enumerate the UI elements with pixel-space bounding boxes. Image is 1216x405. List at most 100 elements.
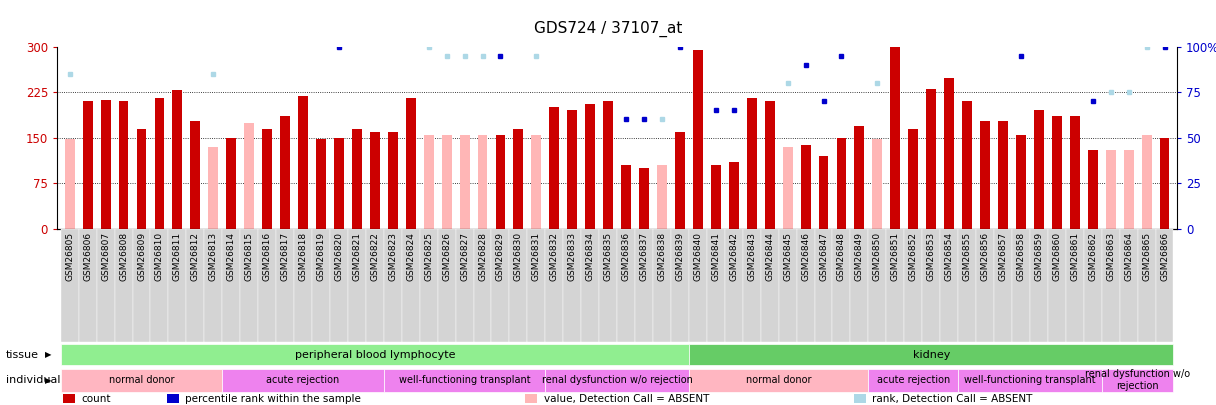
Bar: [872, 139, 883, 229]
Bar: [1155, 229, 1173, 342]
Bar: [1012, 229, 1030, 342]
Bar: [351, 129, 362, 229]
Text: GSM26849: GSM26849: [855, 232, 863, 281]
Bar: [61, 369, 223, 392]
Bar: [401, 229, 420, 342]
Bar: [313, 229, 330, 342]
Text: GSM26837: GSM26837: [640, 232, 648, 281]
Text: GSM26815: GSM26815: [244, 232, 254, 281]
Text: GSM26863: GSM26863: [1107, 232, 1115, 281]
Text: GSM26835: GSM26835: [603, 232, 613, 281]
Text: GSM26866: GSM26866: [1160, 232, 1169, 281]
Text: GSM26812: GSM26812: [191, 232, 199, 281]
Text: GSM26819: GSM26819: [316, 232, 326, 281]
Bar: [154, 98, 164, 229]
Bar: [173, 90, 182, 229]
Text: GSM26818: GSM26818: [299, 232, 308, 281]
Text: percentile rank within the sample: percentile rank within the sample: [185, 394, 361, 403]
Bar: [850, 229, 868, 342]
Text: GSM26841: GSM26841: [711, 232, 720, 281]
Text: peripheral blood lymphocyte: peripheral blood lymphocyte: [294, 350, 455, 360]
Text: GDS724 / 37107_at: GDS724 / 37107_at: [534, 20, 682, 36]
Bar: [783, 147, 793, 229]
Bar: [958, 229, 976, 342]
Bar: [980, 121, 990, 229]
Bar: [998, 121, 1008, 229]
Bar: [226, 138, 236, 229]
Bar: [456, 229, 473, 342]
Bar: [186, 229, 204, 342]
Bar: [384, 229, 401, 342]
Bar: [905, 229, 922, 342]
Text: GSM26857: GSM26857: [998, 232, 1008, 281]
Text: GSM26830: GSM26830: [514, 232, 523, 281]
Text: GSM26854: GSM26854: [945, 232, 953, 281]
Text: GSM26823: GSM26823: [388, 232, 398, 281]
Bar: [1052, 117, 1062, 229]
Text: GSM26817: GSM26817: [281, 232, 289, 281]
Bar: [671, 229, 689, 342]
Bar: [1083, 229, 1102, 342]
Bar: [675, 132, 685, 229]
Bar: [423, 134, 434, 229]
Bar: [761, 229, 778, 342]
Bar: [1142, 134, 1152, 229]
Bar: [563, 229, 581, 342]
Bar: [316, 139, 326, 229]
Text: GSM26834: GSM26834: [586, 232, 595, 281]
Bar: [348, 229, 366, 342]
Text: GSM26844: GSM26844: [765, 232, 775, 281]
Bar: [1034, 110, 1043, 229]
Bar: [617, 229, 635, 342]
Text: GSM26829: GSM26829: [496, 232, 505, 281]
Text: GSM26826: GSM26826: [443, 232, 451, 281]
Bar: [513, 129, 523, 229]
Text: renal dysfunction w/o rejection: renal dysfunction w/o rejection: [541, 375, 693, 385]
Text: ▶: ▶: [45, 376, 52, 385]
Bar: [944, 78, 955, 229]
Bar: [725, 229, 743, 342]
Text: GSM26847: GSM26847: [820, 232, 828, 281]
Bar: [191, 121, 201, 229]
Text: GSM26842: GSM26842: [730, 232, 738, 281]
Bar: [868, 229, 886, 342]
Bar: [406, 98, 416, 229]
Bar: [528, 229, 545, 342]
Bar: [491, 229, 510, 342]
Bar: [1102, 229, 1120, 342]
Bar: [635, 229, 653, 342]
Text: GSM26850: GSM26850: [873, 232, 882, 281]
Text: GSM26808: GSM26808: [119, 232, 128, 281]
Bar: [1065, 229, 1083, 342]
Text: renal dysfunction w/o
rejection: renal dysfunction w/o rejection: [1085, 369, 1190, 391]
Bar: [83, 101, 92, 229]
Bar: [244, 122, 254, 229]
Bar: [223, 369, 384, 392]
Bar: [796, 229, 815, 342]
Text: GSM26807: GSM26807: [101, 232, 111, 281]
Bar: [263, 129, 272, 229]
Bar: [510, 229, 528, 342]
Text: tissue: tissue: [6, 350, 39, 360]
Bar: [581, 229, 599, 342]
Bar: [1102, 369, 1173, 392]
Text: GSM26836: GSM26836: [621, 232, 631, 281]
Bar: [545, 229, 563, 342]
Bar: [119, 101, 129, 229]
Text: GSM26813: GSM26813: [209, 232, 218, 281]
Bar: [868, 369, 958, 392]
Bar: [294, 229, 313, 342]
Bar: [478, 134, 488, 229]
Text: acute rejection: acute rejection: [877, 375, 950, 385]
Bar: [743, 229, 761, 342]
Text: GSM26860: GSM26860: [1052, 232, 1062, 281]
Bar: [958, 369, 1102, 392]
Bar: [1120, 229, 1138, 342]
Bar: [940, 229, 958, 342]
Bar: [208, 147, 218, 229]
Bar: [855, 126, 865, 229]
Bar: [61, 344, 689, 365]
Text: GSM26862: GSM26862: [1088, 232, 1097, 281]
Text: GSM26810: GSM26810: [154, 232, 164, 281]
Bar: [133, 229, 151, 342]
